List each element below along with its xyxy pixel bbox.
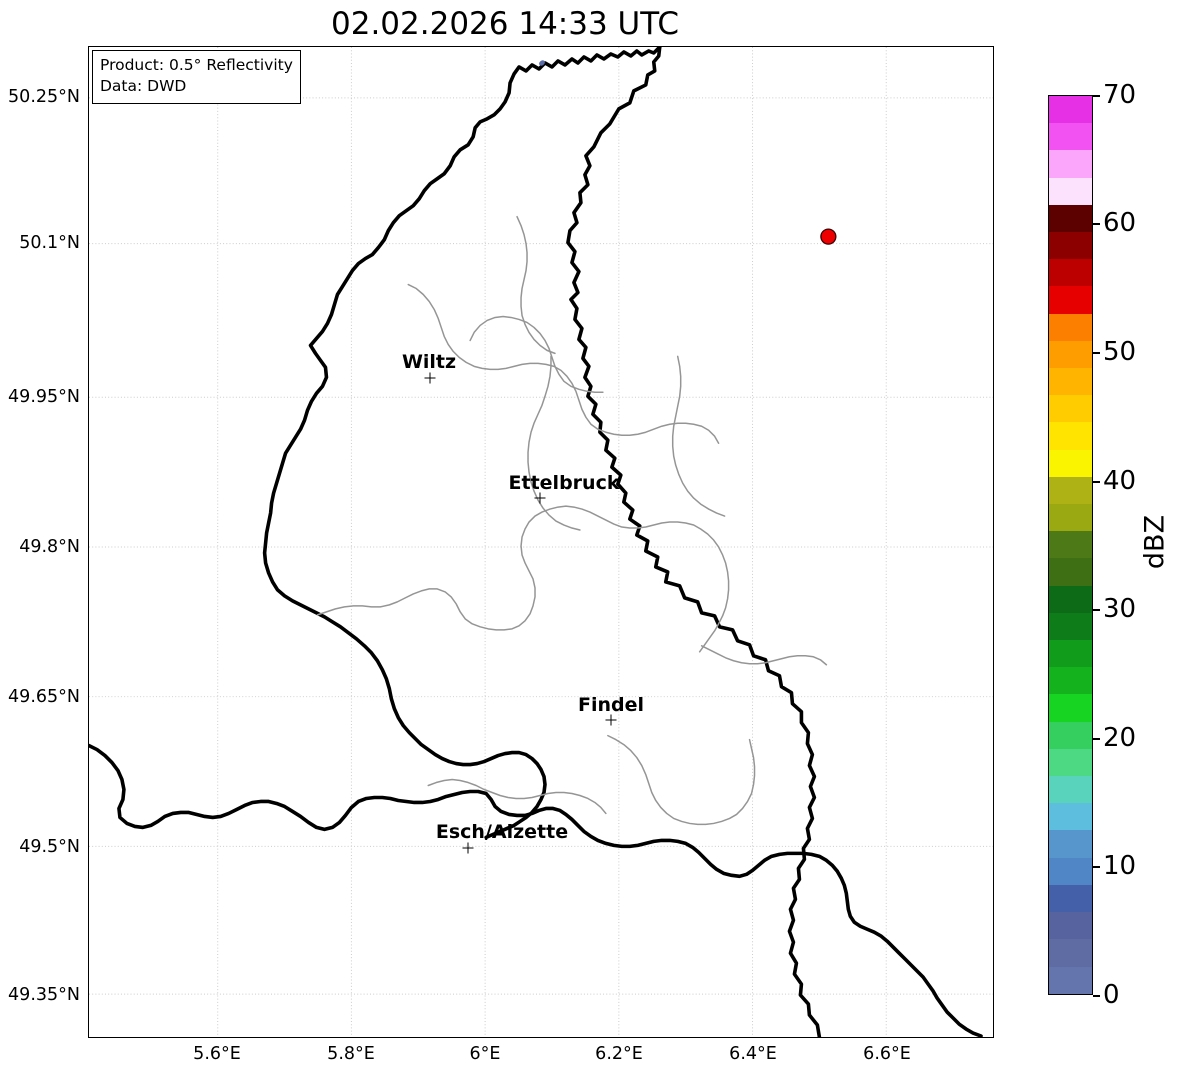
colorbar-tick-label: 60 <box>1103 208 1137 238</box>
colorbar-band <box>1049 640 1092 668</box>
colorbar-band <box>1049 395 1092 423</box>
product-line: Product: 0.5° Reflectivity <box>100 56 293 74</box>
grid-lines <box>89 47 993 1037</box>
data-source-line: Data: DWD <box>100 77 187 96</box>
city-label-ettelbruck: Ettelbruck <box>508 472 620 494</box>
city-label-wiltz: Wiltz <box>401 351 457 373</box>
colorbar-band <box>1049 585 1092 613</box>
y-tick-label: 49.5°N <box>19 837 80 857</box>
map-canvas <box>89 47 993 1037</box>
colorbar-band <box>1049 286 1092 314</box>
colorbar-band <box>1049 748 1092 777</box>
radar-echo-faint <box>539 60 545 66</box>
colorbar-band <box>1049 177 1092 205</box>
map-axes[interactable] <box>88 46 994 1038</box>
colorbar-axis-label: dBZ <box>1139 472 1171 612</box>
colorbar-tick-label: 30 <box>1103 594 1137 624</box>
x-tick-label: 5.6°E <box>193 1044 241 1064</box>
colorbar-band <box>1049 449 1092 477</box>
colorbar-band <box>1049 939 1092 967</box>
colorbar-tick-label: 10 <box>1103 851 1137 881</box>
city-marker-ettelbruck <box>534 492 546 504</box>
colorbar-band <box>1049 96 1092 124</box>
colorbar-band <box>1049 150 1092 178</box>
city-marker-esch-alzette <box>462 842 474 854</box>
country-borders <box>89 47 983 1037</box>
y-tick-label: 49.65°N <box>8 687 80 707</box>
colorbar-band <box>1049 830 1092 858</box>
page-title: 02.02.2026 14:33 UTC <box>331 6 679 42</box>
canton-borders <box>316 215 828 826</box>
city-label-findel: Findel <box>577 694 645 716</box>
radar-echo-strong <box>820 228 837 245</box>
colorbar-band <box>1049 884 1092 913</box>
colorbar-band <box>1049 504 1092 532</box>
colorbar-band <box>1049 776 1092 804</box>
colorbar-band <box>1049 966 1092 994</box>
x-tick-label: 6.4°E <box>729 1044 777 1064</box>
x-tick-label: 6.6°E <box>863 1044 911 1064</box>
colorbar-tick-label: 0 <box>1103 980 1120 1010</box>
y-tick-label: 50.1°N <box>19 233 80 253</box>
product-info-box: Product: 0.5° Reflectivity Data: DWD <box>92 50 301 104</box>
y-tick-label: 49.35°N <box>8 985 80 1005</box>
colorbar-band <box>1049 857 1092 885</box>
colorbar-band <box>1049 612 1092 641</box>
y-tick-label: 50.25°N <box>8 87 80 107</box>
colorbar-tick-label: 20 <box>1103 723 1137 753</box>
colorbar-band <box>1049 803 1092 831</box>
x-tick-label: 5.8°E <box>327 1044 375 1064</box>
colorbar-band <box>1049 232 1092 260</box>
y-axis-tick-labels: 50.25°N 50.1°N 49.95°N 49.8°N 49.65°N 49… <box>0 0 80 1081</box>
x-tick-label: 6.2°E <box>595 1044 643 1064</box>
colorbar-band <box>1049 123 1092 151</box>
radar-echo-layer <box>539 60 837 245</box>
y-tick-label: 49.8°N <box>19 537 80 557</box>
colorbar-band <box>1049 204 1092 233</box>
dbz-colorbar[interactable] <box>1048 95 1093 995</box>
colorbar-band <box>1049 912 1092 940</box>
colorbar-band <box>1049 558 1092 586</box>
colorbar-tick-label: 40 <box>1103 466 1137 496</box>
city-label-esch-alzette: Esch/Alzette <box>435 821 569 843</box>
city-marker-findel <box>605 714 617 726</box>
city-marker-wiltz <box>424 372 436 384</box>
colorbar-band <box>1049 313 1092 341</box>
colorbar-tick-label: 50 <box>1103 337 1137 367</box>
colorbar-tick-label: 70 <box>1103 80 1137 110</box>
x-tick-label: 6°E <box>469 1044 501 1064</box>
colorbar-band <box>1049 259 1092 287</box>
colorbar-band <box>1049 476 1092 505</box>
colorbar-band <box>1049 422 1092 450</box>
y-tick-label: 49.95°N <box>8 387 80 407</box>
colorbar-axis-label-text: dBZ <box>1139 514 1171 570</box>
colorbar-band <box>1049 340 1092 369</box>
colorbar-band <box>1049 368 1092 396</box>
colorbar-band <box>1049 694 1092 722</box>
colorbar-band <box>1049 721 1092 749</box>
colorbar-band <box>1049 667 1092 695</box>
colorbar-band <box>1049 531 1092 559</box>
